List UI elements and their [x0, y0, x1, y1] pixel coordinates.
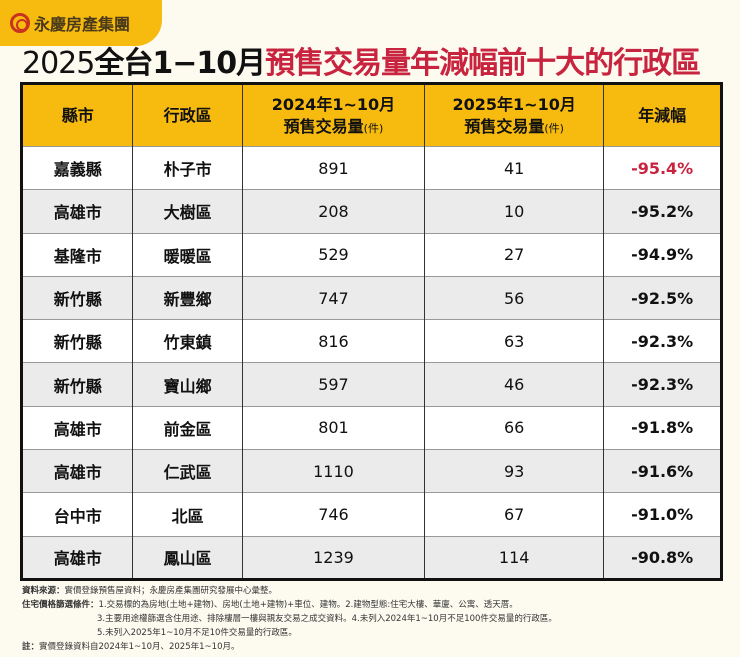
county-cell: 高雄市	[20, 189, 133, 234]
column-header: 2025年1~10月 預售交易量(件)	[424, 83, 604, 147]
header-line: 預售交易量	[464, 116, 545, 136]
column-header: 2024年1~10月 預售交易量(件)	[241, 83, 425, 147]
header-line: 行政區	[163, 105, 212, 125]
decline-cell: -92.3%	[603, 362, 722, 407]
footnotes: 資料來源：實價登錄預售屋資料；永慶房產集團研究發展中心彙整。 住宅價格篩選條件：…	[22, 584, 557, 654]
district-cell: 暖暖區	[132, 232, 243, 277]
source-label: 資料來源：	[22, 586, 65, 596]
note-text: 實價登錄資料自2024年1~10月、2025年1~10月。	[39, 642, 240, 652]
table-row: 基隆市 暖暖區 529 27 -94.9%	[20, 232, 722, 277]
volume-2024-cell: 529	[241, 232, 425, 277]
volume-2025-cell: 63	[424, 319, 604, 363]
volume-2024-cell: 1110	[241, 449, 425, 493]
district-cell: 寶山鄉	[132, 362, 243, 407]
header-line: 2024年1~10月	[271, 94, 396, 114]
page-title: 2025全台1−10月預售交易量年減幅前十大的行政區	[22, 38, 701, 82]
header-unit: (件)	[363, 121, 384, 135]
volume-2024-cell: 816	[241, 319, 425, 363]
filter-label: 住宅價格篩選條件：	[22, 600, 99, 610]
filter-text: 1.交易標的為房地(土地+建物)、房地(土地+建物)+車位、建物。2.建物型態:…	[98, 600, 518, 610]
county-cell: 基隆市	[20, 232, 133, 277]
volume-2025-cell: 93	[424, 449, 604, 493]
header-line: 年減幅	[638, 105, 687, 125]
decline-cell: -91.0%	[603, 492, 722, 537]
district-cell: 竹東鎮	[132, 319, 243, 363]
district-cell: 前金區	[132, 405, 243, 450]
decline-cell: -95.2%	[603, 189, 722, 234]
decline-cell: -94.9%	[603, 232, 722, 277]
volume-2025-cell: 66	[424, 405, 604, 450]
table-row: 新竹縣 寶山鄉 597 46 -92.3%	[20, 362, 722, 407]
county-cell: 高雄市	[20, 405, 133, 450]
logo-text: 永慶房產集團	[34, 15, 131, 34]
table-row: 台中市 北區 746 67 -91.0%	[20, 492, 722, 537]
title-period: 全台1−10月	[94, 46, 266, 81]
decline-cell: -95.4%	[603, 145, 722, 190]
volume-2024-cell: 208	[241, 189, 425, 234]
column-header: 行政區	[132, 83, 243, 147]
table-row: 新竹縣 新豐鄉 747 56 -92.5%	[20, 275, 722, 320]
volume-2025-cell: 114	[424, 535, 604, 580]
volume-2025-cell: 46	[424, 362, 604, 407]
data-table: 縣市 行政區 2024年1~10月 預售交易量(件) 2025年1~10月 預售交易量(件…	[20, 82, 723, 581]
header-line: 縣市	[61, 105, 94, 125]
county-cell: 高雄市	[20, 449, 133, 493]
county-cell: 高雄市	[20, 535, 133, 580]
table-row: 新竹縣 竹東鎮 816 63 -92.3%	[20, 319, 722, 363]
district-cell: 新豐鄉	[132, 275, 243, 320]
volume-2024-cell: 801	[241, 405, 425, 450]
county-cell: 嘉義縣	[20, 145, 133, 190]
table-row: 嘉義縣 朴子市 891 41 -95.4%	[20, 145, 722, 190]
decline-cell: -92.3%	[603, 319, 722, 363]
decline-cell: -91.8%	[603, 405, 722, 450]
column-header: 縣市	[20, 83, 133, 147]
volume-2025-cell: 10	[424, 189, 604, 234]
header-unit: (件)	[544, 121, 564, 135]
decline-cell: -90.8%	[603, 535, 722, 580]
logo: 永慶房產集團	[0, 0, 162, 46]
header-line: 2025年1~10月	[452, 94, 576, 114]
column-header: 年減幅	[603, 83, 722, 147]
logo-mark-icon	[10, 13, 30, 33]
county-cell: 新竹縣	[20, 319, 133, 363]
county-cell: 新竹縣	[20, 362, 133, 407]
volume-2024-cell: 891	[241, 145, 425, 190]
volume-2024-cell: 597	[241, 362, 425, 407]
volume-2024-cell: 747	[241, 275, 425, 320]
volume-2025-cell: 27	[424, 232, 604, 277]
district-cell: 北區	[132, 492, 243, 537]
header-line: 預售交易量	[283, 116, 364, 136]
volume-2025-cell: 67	[424, 492, 604, 537]
table-row: 高雄市 鳳山區 1239 114 -90.8%	[20, 535, 722, 580]
district-cell: 鳳山區	[132, 535, 243, 580]
volume-2024-cell: 1239	[241, 535, 425, 580]
filter-text: 3.主要用途權篩選含住用途、排除樓層一樓與親友交易之成交資料。4.未列入2024…	[97, 614, 557, 624]
volume-2024-cell: 746	[241, 492, 425, 537]
volume-2025-cell: 56	[424, 275, 604, 320]
county-cell: 新竹縣	[20, 275, 133, 320]
table-row: 高雄市 仁武區 1110 93 -91.6%	[20, 449, 722, 493]
table-row: 高雄市 大樹區 208 10 -95.2%	[20, 189, 722, 234]
district-cell: 仁武區	[132, 449, 243, 493]
table-row: 高雄市 前金區 801 66 -91.8%	[20, 405, 722, 450]
county-cell: 台中市	[20, 492, 133, 537]
source-text: 實價登錄預售屋資料；永慶房產集團研究發展中心彙整。	[64, 586, 278, 596]
district-cell: 朴子市	[132, 145, 243, 190]
district-cell: 大樹區	[132, 189, 243, 234]
filter-text: 5.未列入2025年1~10月不足10件交易量的行政區。	[97, 628, 297, 638]
decline-cell: -92.5%	[603, 275, 722, 320]
title-year: 2025	[22, 46, 95, 81]
volume-2025-cell: 41	[424, 145, 604, 190]
note-label: 註：	[22, 642, 40, 652]
title-subject: 預售交易量年減幅前十大的行政區	[265, 46, 701, 81]
decline-cell: -91.6%	[603, 449, 722, 493]
